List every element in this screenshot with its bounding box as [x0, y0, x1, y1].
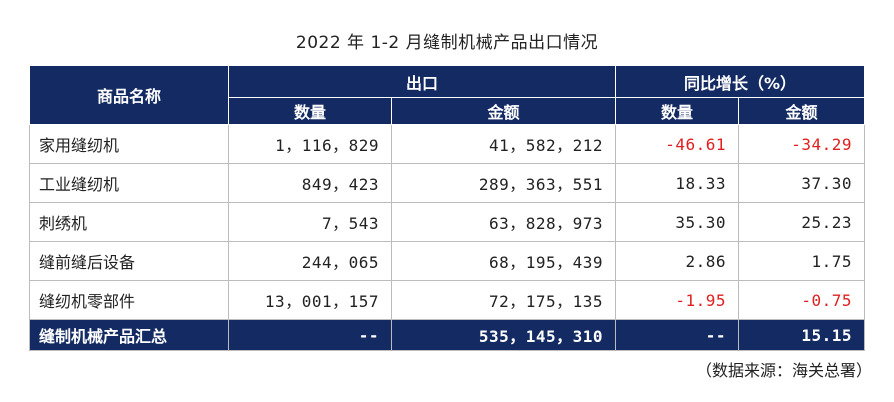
page-title: 2022 年 1-2 月缝制机械产品出口情况 — [295, 33, 599, 53]
total-yoy-amount-cell: 15.15 — [738, 319, 866, 351]
table-row: 刺绣机 7，543 63，828，973 35.30 25.23 — [29, 202, 866, 242]
quantity-cell: 7，543 — [228, 202, 392, 242]
yoy-quantity-cell: 2.86 — [615, 241, 740, 281]
amount-cell: 72，175，135 — [390, 280, 617, 320]
yoy-amount-cell: -34.29 — [738, 124, 866, 164]
header-yoy: 同比增长（%） — [615, 65, 866, 98]
total-row: 缝制机械产品汇总 -- 535，145，310 -- 15.15 — [29, 319, 866, 351]
amount-cell: 63，828，973 — [390, 202, 617, 242]
quantity-cell: 244，065 — [228, 241, 392, 281]
table-row: 家用缝纫机 1，116，829 41，582，212 -46.61 -34.29 — [29, 124, 866, 164]
yoy-amount-cell: 37.30 — [738, 163, 866, 203]
header-export: 出口 — [227, 65, 617, 98]
header-row-sub: 数量 金额 数量 金额 — [30, 97, 866, 125]
export-table: 商品名称 出口 同比增长（%） 数量 金额 数量 金额 家用缝纫机 1，116，… — [29, 65, 866, 351]
yoy-amount-cell: 25.23 — [738, 202, 866, 242]
yoy-quantity-cell: -46.61 — [615, 124, 740, 164]
header-yoy-amount: 金额 — [738, 97, 866, 125]
header-quantity: 数量 — [228, 97, 392, 125]
quantity-cell: 849，423 — [228, 163, 392, 203]
amount-cell: 68，195，439 — [390, 241, 617, 281]
quantity-cell: 1，116，829 — [228, 124, 392, 164]
table-row: 工业缝纫机 849，423 289，363，551 18.33 37.30 — [29, 163, 866, 203]
total-quantity-cell: -- — [228, 319, 392, 351]
yoy-amount-cell: -0.75 — [738, 280, 866, 320]
header-product-name: 商品名称 — [29, 65, 229, 125]
total-name-cell: 缝制机械产品汇总 — [29, 319, 229, 351]
yoy-quantity-cell: -1.95 — [615, 280, 740, 320]
product-name-cell: 缝纫机零部件 — [29, 280, 229, 320]
amount-cell: 41，582，212 — [390, 124, 617, 164]
header-amount: 金额 — [390, 97, 617, 125]
yoy-quantity-cell: 18.33 — [615, 163, 740, 203]
product-name-cell: 刺绣机 — [29, 202, 229, 242]
table-row: 缝前缝后设备 244，065 68，195，439 2.86 1.75 — [29, 241, 866, 281]
header-row-top: 商品名称 出口 同比增长（%） — [29, 65, 866, 125]
header-yoy-quantity: 数量 — [615, 97, 740, 125]
total-yoy-quantity-cell: -- — [615, 319, 740, 351]
total-amount-cell: 535，145，310 — [390, 319, 617, 351]
quantity-cell: 13，001，157 — [228, 280, 392, 320]
product-name-cell: 工业缝纫机 — [29, 163, 229, 203]
product-name-cell: 家用缝纫机 — [29, 124, 229, 164]
yoy-amount-cell: 1.75 — [738, 241, 866, 281]
product-name-cell: 缝前缝后设备 — [29, 241, 229, 281]
table-row: 缝纫机零部件 13，001，157 72，175，135 -1.95 -0.75 — [29, 280, 866, 320]
data-source-note: （数据来源：海关总署） — [695, 361, 872, 380]
yoy-quantity-cell: 35.30 — [615, 202, 740, 242]
amount-cell: 289，363，551 — [390, 163, 617, 203]
